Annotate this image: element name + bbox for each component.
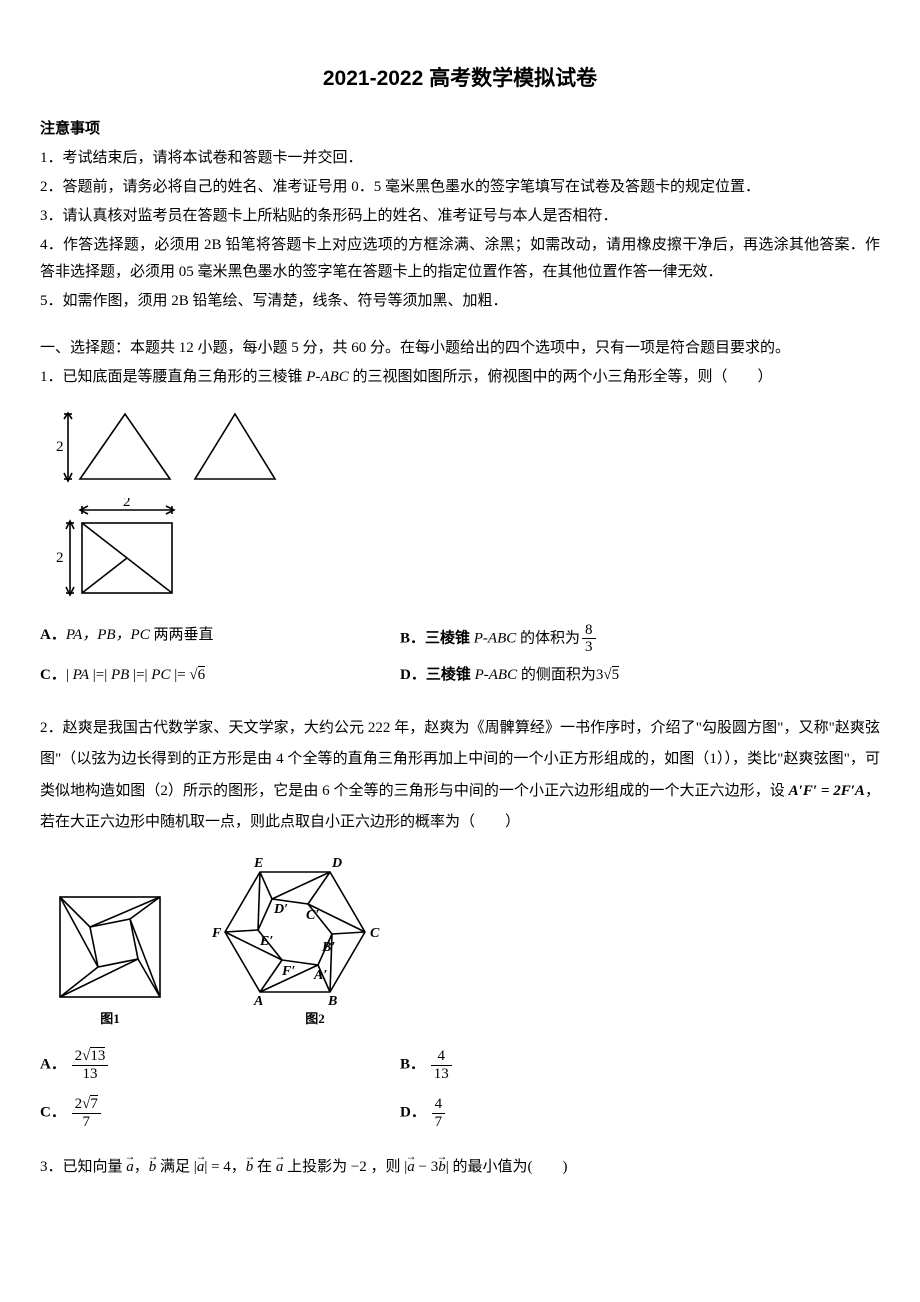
notice-item: 3．请认真核对监考员在答题卡上所粘贴的条形码上的姓名、准考证号与本人是否相符． (40, 203, 880, 230)
q1-optC-label: C． (40, 667, 66, 683)
q2-optC-label: C． (40, 1105, 66, 1121)
q2-fig2-wrap: A B C D E F A′ B′ C′ D′ E′ F′ 图2 (210, 847, 390, 1030)
q2-fig1-label: 图1 (50, 1007, 170, 1030)
q3-vec-b: b (149, 1154, 157, 1181)
q2-fig2-label: 图2 (240, 1007, 390, 1030)
q3-mid1: 满足 (156, 1159, 194, 1175)
svg-text:D: D (331, 856, 342, 871)
q1-front-side-view-icon: 2 (40, 399, 280, 494)
q1-stem-obj: P-ABC (306, 369, 349, 385)
svg-text:F′: F′ (281, 964, 295, 979)
q3-pre: 3．已知向量 (40, 1159, 126, 1175)
q2-option-b: B． 413 (400, 1048, 880, 1082)
q2-optA-label: A． (40, 1057, 66, 1073)
q3-mid3: 上投影为 −2 ，则 (283, 1159, 404, 1175)
svg-text:A: A (253, 994, 263, 1007)
svg-text:E: E (253, 856, 263, 871)
svg-text:2: 2 (56, 439, 64, 455)
q1-optD-mid: 的侧面积为 (517, 667, 596, 683)
q2-optD-den: 7 (432, 1114, 446, 1131)
svg-text:E′: E′ (259, 934, 273, 949)
q1-optB-obj: P-ABC (474, 630, 517, 646)
q1-options-row1: A．PA，PB，PC 两两垂直 B．三棱锥 P-ABC 的体积为83 (40, 622, 880, 656)
q3-post: 的最小值为( ) (449, 1159, 568, 1175)
q2-figures: 图1 A (50, 847, 880, 1030)
q3-mid2: 在 (253, 1159, 276, 1175)
q2-fig1-icon (50, 887, 170, 1007)
q3-comma1: ， (134, 1159, 149, 1175)
page-title: 2021-2022 高考数学模拟试卷 (40, 60, 880, 98)
q1-stem: 1．已知底面是等腰直角三角形的三棱锥 P-ABC 的三视图如图所示，俯视图中的两… (40, 364, 880, 391)
q2-stem: 2．赵爽是我国古代数学家、天文学家，大约公元 222 年，赵爽为《周髀算经》一书… (40, 713, 880, 839)
svg-text:A′: A′ (313, 968, 327, 983)
q1-stem-pre: 1．已知底面是等腰直角三角形的三棱锥 (40, 369, 306, 385)
svg-text:2: 2 (123, 498, 131, 510)
q2-options-row1: A． 2√1313 B． 413 (40, 1048, 880, 1082)
q2-optD-num: 4 (432, 1096, 446, 1114)
q1-option-d: D．三棱锥 P-ABC 的侧面积为3√5 (400, 662, 880, 689)
q2-optA-den: 13 (72, 1066, 109, 1083)
q2-optB-num: 4 (431, 1048, 452, 1066)
svg-text:D′: D′ (273, 902, 288, 917)
notice-heading: 注意事项 (40, 116, 880, 143)
svg-text:F: F (211, 926, 222, 941)
svg-text:B: B (327, 994, 337, 1007)
q1-top-view-icon: 2 2 (40, 498, 190, 608)
q1-optB-mid: 的体积为 (516, 630, 580, 646)
q1-optB-den: 3 (582, 639, 596, 656)
q2-option-a: A． 2√1313 (40, 1048, 400, 1082)
q2-options-row2: C． 2√77 D． 47 (40, 1096, 880, 1130)
notice-item: 1．考试结束后，请将本试卷和答题卡一并交回． (40, 145, 880, 172)
q2-stem-eq: A′F′ = 2F′A (789, 783, 865, 799)
q1-optA-label: A． (40, 627, 66, 643)
q3-eq4: = 4， (207, 1159, 245, 1175)
q2-stem-body: 2．赵爽是我国古代数学家、天文学家，大约公元 222 年，赵爽为《周髀算经》一书… (40, 720, 880, 799)
notice-item: 4．作答选择题，必须用 2B 铅笔将答题卡上对应选项的方框涂满、涂黑；如需改动，… (40, 232, 880, 286)
q2-optD-label: D． (400, 1105, 426, 1121)
q2-fig2-icon: A B C D E F A′ B′ C′ D′ E′ F′ (210, 847, 390, 1007)
q2-optB-den: 13 (431, 1066, 452, 1083)
q1-option-c: C．| PA |=| PB |=| PC |= √6 (40, 662, 400, 689)
q3-vec-a: a (126, 1154, 134, 1181)
q3-vec-a2: a (276, 1154, 284, 1181)
q2-fig1-wrap: 图1 (50, 887, 170, 1030)
q1-optB-pre: B．三棱锥 (400, 630, 474, 646)
q1-figure: 2 2 2 (40, 399, 880, 608)
q1-option-a: A．PA，PB，PC 两两垂直 (40, 622, 400, 656)
notice-item: 5．如需作图，须用 2B 铅笔绘、写清楚，线条、符号等须加黑、加粗． (40, 288, 880, 315)
svg-text:B′: B′ (321, 940, 335, 955)
q2-option-d: D． 47 (400, 1096, 880, 1130)
q1-optB-num: 8 (582, 622, 596, 640)
svg-text:2: 2 (56, 550, 64, 566)
notice-item: 2．答题前，请务必将自己的姓名、准考证号用 0．5 毫米黑色墨水的签字笔填写在试… (40, 174, 880, 201)
q2-option-c: C． 2√77 (40, 1096, 400, 1130)
q3-stem: 3．已知向量 a，b 满足 |a| = 4，b 在 a 上投影为 −2 ，则 |… (40, 1154, 880, 1181)
q1-optA-body: PA，PB，PC (66, 627, 150, 643)
q2-optB-label: B． (400, 1057, 425, 1073)
q1-stem-post: 的三视图如图所示，俯视图中的两个小三角形全等，则（ ） (349, 369, 773, 385)
q2-optC-den: 7 (72, 1114, 101, 1131)
svg-text:C: C (370, 926, 380, 941)
q1-option-b: B．三棱锥 P-ABC 的体积为83 (400, 622, 880, 656)
q1-optD-pre: D．三棱锥 (400, 667, 475, 683)
q1-optA-post: 两两垂直 (150, 627, 214, 643)
q3-vec-b2: b (246, 1154, 254, 1181)
q1-options-row2: C．| PA |=| PB |=| PC |= √6 D．三棱锥 P-ABC 的… (40, 662, 880, 689)
section-1-heading: 一、选择题：本题共 12 小题，每小题 5 分，共 60 分。在每小题给出的四个… (40, 335, 880, 362)
svg-text:C′: C′ (306, 908, 319, 923)
q1-optD-obj: P-ABC (475, 667, 518, 683)
